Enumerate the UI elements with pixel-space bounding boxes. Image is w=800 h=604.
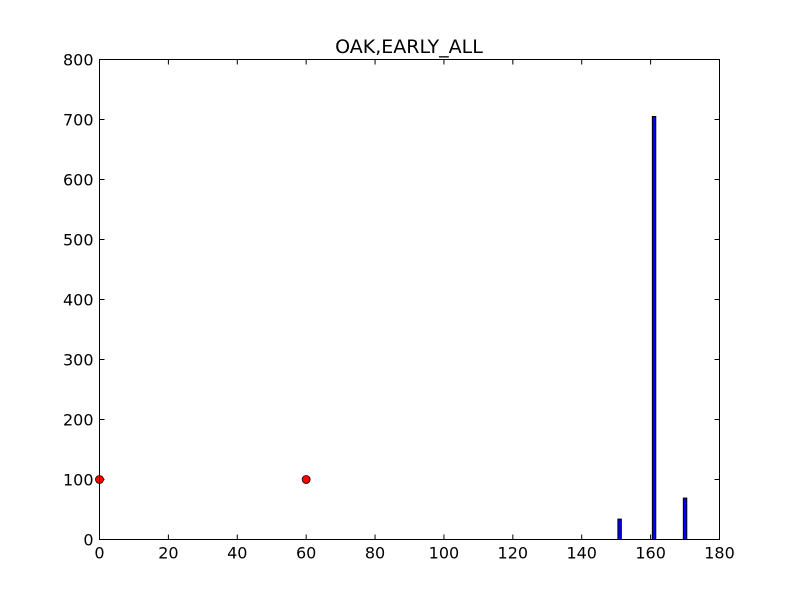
y-tick-label: 400 [63, 291, 94, 310]
tick-labels: 0 20 40 60 80 100 120 140 160 180 0 100 200 300 400 500… [63, 51, 735, 563]
y-tick-label: 200 [63, 411, 94, 430]
y-tick-label: 100 [63, 471, 94, 490]
x-tick-label: 20 [158, 544, 178, 563]
y-tick-label: 500 [63, 231, 94, 250]
y-tick-label: 600 [63, 171, 94, 190]
x-tick-label: 80 [365, 544, 385, 563]
bar [682, 497, 688, 541]
point-marker [301, 475, 311, 484]
x-tick-label: 0 [94, 544, 104, 563]
x-tick-label: 140 [566, 544, 597, 563]
y-tick-label: 700 [63, 111, 94, 130]
x-tick-label: 40 [227, 544, 247, 563]
y-tick-label: 0 [83, 531, 93, 550]
y-tick-label: 300 [63, 351, 94, 370]
chart-title: OAK,EARLY_ALL [335, 36, 483, 58]
x-tick-label: 100 [429, 544, 460, 563]
bar [651, 116, 657, 540]
y-tick-label: 800 [63, 51, 94, 70]
x-tick-label: 180 [704, 544, 735, 563]
x-tick-label: 160 [635, 544, 666, 563]
x-tick-label: 60 [296, 544, 316, 563]
axis-ticks [99, 59, 720, 540]
bar [617, 518, 622, 540]
x-tick-label: 120 [498, 544, 529, 563]
plot-frame [99, 59, 720, 540]
plot-marks [95, 116, 688, 541]
